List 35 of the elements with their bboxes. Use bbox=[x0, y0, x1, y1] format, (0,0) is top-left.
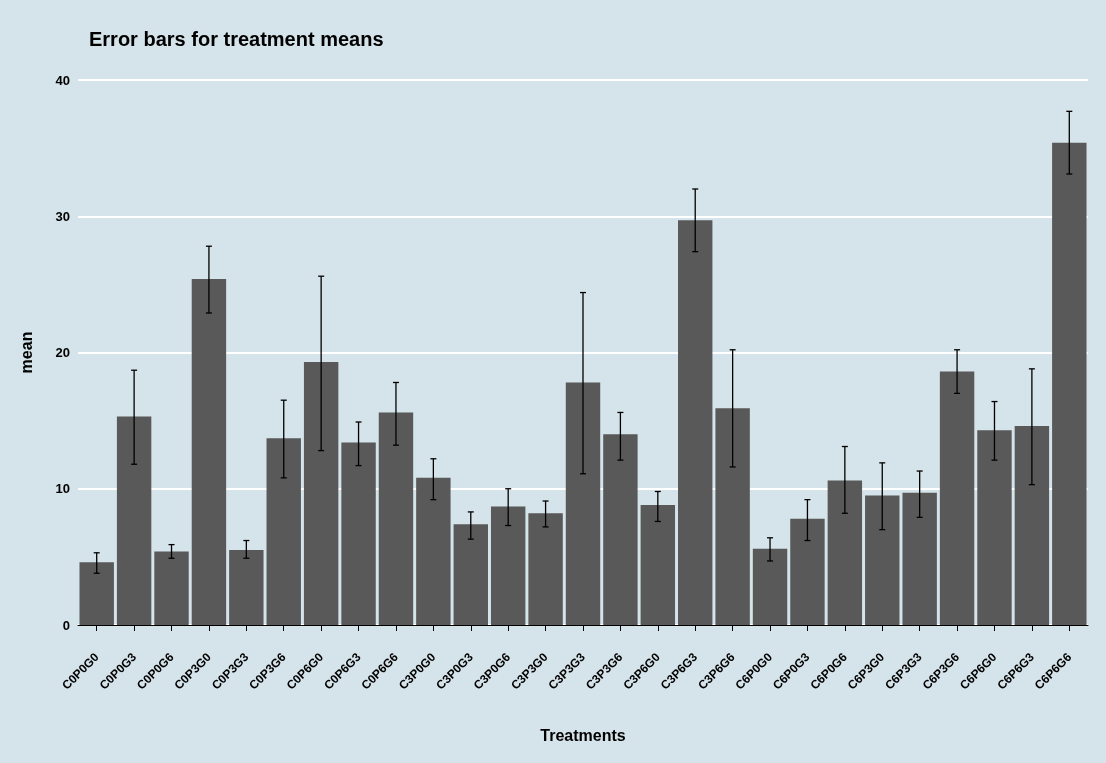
y-tick-label: 0 bbox=[62, 617, 70, 633]
bar bbox=[939, 371, 975, 625]
bar bbox=[378, 412, 414, 625]
bar bbox=[341, 442, 376, 625]
chart-title: Error bars for treatment means bbox=[89, 28, 384, 50]
bar bbox=[977, 430, 1012, 625]
bar bbox=[79, 562, 114, 625]
bar bbox=[303, 362, 339, 625]
bar bbox=[565, 382, 601, 625]
bar bbox=[229, 550, 264, 625]
bar bbox=[827, 480, 863, 625]
bar bbox=[154, 551, 189, 625]
y-tick-label: 20 bbox=[55, 345, 70, 360]
bar bbox=[266, 438, 301, 625]
bar bbox=[902, 492, 937, 625]
y-axis-title: mean bbox=[17, 331, 35, 374]
bar bbox=[191, 278, 227, 625]
bar bbox=[752, 548, 788, 625]
bar bbox=[790, 518, 825, 625]
bar bbox=[640, 505, 676, 625]
bar bbox=[865, 495, 900, 625]
bar bbox=[678, 220, 713, 625]
y-tick-label: 40 bbox=[55, 72, 70, 88]
bar bbox=[1014, 426, 1050, 625]
bar bbox=[528, 513, 563, 625]
bar bbox=[715, 408, 750, 625]
bar bbox=[116, 416, 152, 625]
bar bbox=[1052, 142, 1087, 625]
y-tick-label: 30 bbox=[55, 208, 70, 224]
y-tick-label: 10 bbox=[55, 481, 70, 497]
x-axis-title: Treatments bbox=[540, 726, 626, 744]
bar bbox=[490, 506, 526, 625]
bar bbox=[416, 477, 451, 625]
bar bbox=[453, 524, 488, 625]
bar bbox=[603, 434, 638, 625]
